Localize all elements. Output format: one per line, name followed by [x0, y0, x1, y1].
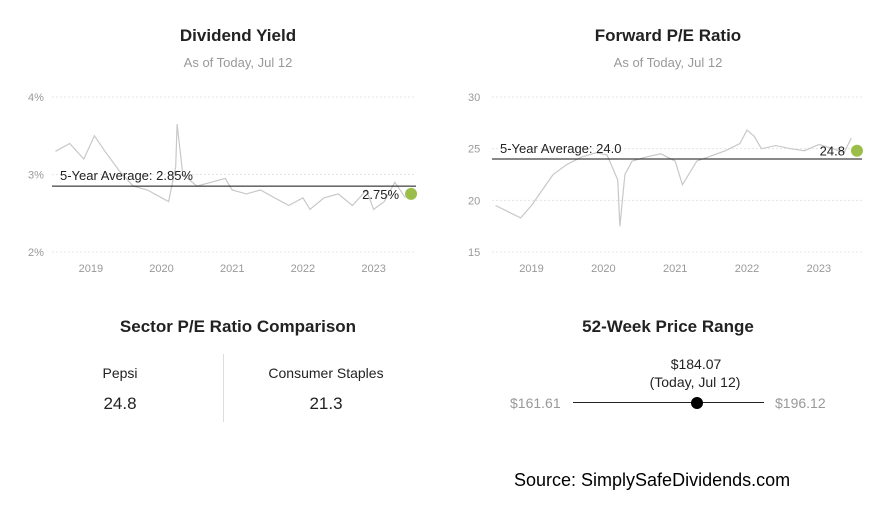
y-tick-label: 30	[468, 92, 480, 104]
x-tick-label: 2021	[663, 263, 687, 275]
pepsi-value: 24.8	[103, 394, 137, 413]
y-tick-label: 25	[468, 144, 480, 156]
average-label: 5-Year Average: 24.0	[500, 141, 621, 156]
series-line	[495, 129, 852, 227]
comparison-divider	[223, 354, 224, 422]
current-value-label: 2.75%	[362, 187, 399, 202]
x-tick-label: 2020	[149, 263, 173, 275]
y-tick-label: 20	[468, 195, 480, 207]
current-value-label: 24.8	[820, 144, 845, 159]
source-credit: Source: SimplySafeDividends.com	[514, 470, 791, 490]
average-label: 5-Year Average: 2.85%	[60, 168, 193, 183]
charts-canvas: 4% 3% 2% 2019 2020 2021 2022 2023 5-Year Average…	[28, 92, 863, 275]
range-track	[573, 402, 764, 403]
forward-pe-title: Forward P/E Ratio	[594, 26, 742, 45]
forward-pe-subtitle: As of Today, Jul 12	[613, 55, 723, 70]
current-value-dot	[850, 144, 863, 157]
range-high: $196.12	[775, 395, 826, 411]
pepsi-label: Pepsi	[102, 365, 138, 381]
x-tick-label: 2023	[361, 263, 385, 275]
x-tick-label: 2022	[735, 263, 759, 275]
sector-comparison-title: Sector P/E Ratio Comparison	[119, 317, 357, 336]
current-price: $184.07	[670, 356, 722, 372]
x-tick-label: 2019	[519, 263, 543, 275]
range-current-marker	[691, 397, 704, 409]
current-price-note: (Today, Jul 12)	[649, 374, 741, 390]
x-tick-label: 2019	[79, 263, 103, 275]
consumer-staples-label: Consumer Staples	[268, 365, 384, 381]
y-tick-label: 4%	[28, 92, 44, 104]
price-range-title: 52-Week Price Range	[582, 317, 754, 336]
x-tick-label: 2020	[591, 263, 615, 275]
range-low: $161.61	[510, 395, 561, 411]
x-tick-label: 2021	[220, 263, 244, 275]
dividend-yield-title: Dividend Yield	[179, 26, 297, 45]
x-tick-label: 2022	[291, 263, 315, 275]
y-tick-label: 2%	[28, 247, 44, 259]
consumer-staples-value: 21.3	[309, 394, 343, 413]
dividend-yield-subtitle: As of Today, Jul 12	[183, 55, 293, 70]
y-tick-label: 15	[468, 247, 480, 259]
y-tick-label: 3%	[28, 170, 44, 182]
current-value-dot	[405, 187, 418, 200]
series-line	[55, 124, 406, 211]
x-tick-label: 2023	[807, 263, 831, 275]
